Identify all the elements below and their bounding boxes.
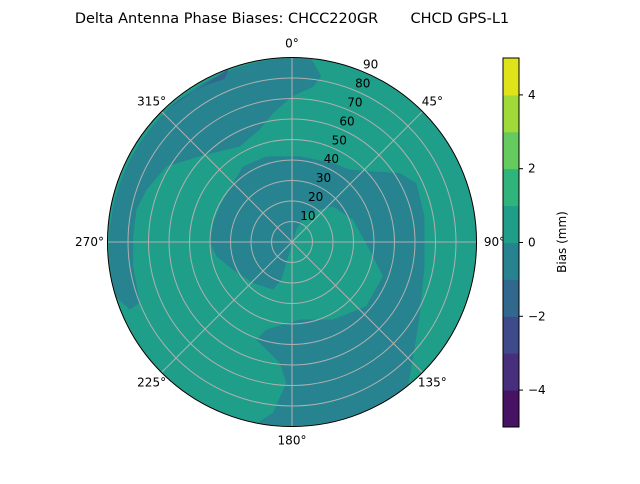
colorbar-band (503, 390, 519, 428)
angle-gridline-315 (161, 111, 293, 243)
colorbar-band (503, 94, 519, 133)
colorbar-band (503, 316, 519, 354)
radial-tick-label: 90 (363, 58, 378, 72)
colorbar-tick-label: 0 (528, 236, 536, 250)
colorbar-tick-label: −4 (528, 383, 546, 397)
colorbar-band (503, 279, 519, 317)
colorbar-band (503, 58, 519, 96)
radial-tick-labels: 10 20 30 40 50 60 70 80 90 (300, 58, 378, 224)
angle-gridline-225 (161, 241, 293, 373)
radial-tick-label: 20 (308, 190, 323, 204)
radial-tick-label: 50 (332, 133, 347, 147)
radial-tick-label: 80 (355, 76, 370, 90)
angle-tick-label: 0° (285, 37, 299, 51)
angle-tick-label: 90° (484, 235, 505, 249)
polar-axes: 0° 45° 90° 135° 180° 225° 270° 315° 10 20 30 40 50 6… (75, 37, 505, 448)
colorbar-tick-label: −2 (528, 309, 546, 323)
contour-regions (109, 57, 425, 427)
radial-tick-label: 40 (324, 152, 339, 166)
colorbar-band (503, 131, 519, 170)
radial-tick-label: 70 (347, 95, 362, 109)
colorbar-band (503, 205, 519, 243)
polar-grid (107, 57, 477, 427)
angle-tick-label: 315° (137, 95, 166, 109)
contour-region-0 (209, 156, 425, 427)
angle-tick-label: 180° (278, 434, 307, 448)
angle-tick-label: 135° (418, 375, 447, 389)
colorbar-tick-label: 4 (528, 88, 536, 102)
contour-region-1 (109, 57, 322, 310)
colorbar-band (503, 242, 519, 280)
angle-tick-labels: 0° 45° 90° 135° 180° 225° 270° 315° (75, 37, 505, 448)
radial-tick-label: 60 (339, 114, 354, 128)
radial-tick-label: 10 (300, 209, 315, 223)
colorbar: 4 2 0 −2 −4 (502, 57, 546, 428)
angle-tick-label: 270° (75, 235, 104, 249)
polar-frame (107, 57, 477, 427)
angle-gridline-45 (291, 111, 423, 243)
contour-region-2 (158, 68, 229, 115)
angle-tick-label: 225° (137, 375, 166, 389)
colorbar-band (503, 353, 519, 391)
colorbar-label: Bias (mm) (555, 211, 569, 273)
angle-tick-label: 45° (422, 95, 443, 109)
colorbar-tick-label: 2 (528, 162, 536, 176)
angle-gridline-135 (291, 241, 423, 373)
radial-tick-label: 30 (316, 171, 331, 185)
chart-title: Delta Antenna Phase Biases: CHCC220GR CH… (75, 11, 509, 27)
colorbar-band (503, 168, 519, 207)
